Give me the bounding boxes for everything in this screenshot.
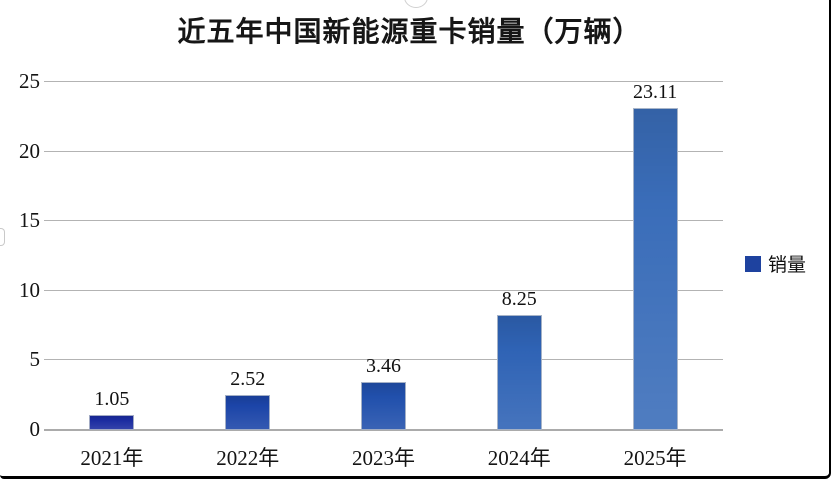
y-tick-label: 10 — [19, 277, 40, 302]
legend-swatch — [745, 255, 761, 272]
value-label-2023年: 3.46 — [366, 354, 401, 377]
bar-2025年 — [632, 108, 678, 430]
y-tick-label: 20 — [19, 138, 40, 163]
x-tick-label-2023年: 2023年 — [352, 446, 415, 470]
gridline-y-15 — [44, 220, 723, 222]
gridline-y-10 — [44, 289, 723, 291]
gridline-y-25 — [44, 81, 723, 82]
x-tick-label-2025年: 2025年 — [623, 446, 687, 470]
bar-2021年 — [89, 415, 135, 430]
y-tick-label: 15 — [19, 208, 40, 233]
gridline-y-0 — [44, 429, 723, 431]
cropped-circle-artifact — [404, 0, 428, 8]
value-label-2022年: 2.52 — [230, 367, 266, 390]
cropped-left-edge-artifact — [0, 228, 5, 246]
x-tick-label-2022年: 2022年 — [216, 446, 280, 470]
bar-2022年 — [225, 394, 271, 430]
value-label-2024年: 8.25 — [501, 288, 537, 311]
x-tick-label-2021年: 2021年 — [80, 446, 144, 470]
gridline-y-20 — [44, 150, 723, 152]
bar-2023年 — [361, 381, 406, 430]
gridline-y-5 — [44, 359, 723, 361]
legend-label: 销量 — [768, 255, 807, 276]
y-tick-label: 0 — [29, 417, 41, 441]
legend: 销量 — [745, 250, 806, 277]
bar-2024年 — [496, 315, 542, 430]
x-tick-label-2024年: 2024年 — [487, 446, 551, 470]
value-label-2025年: 23.11 — [632, 81, 678, 104]
chart-title: 近五年中国新能源重卡销量（万辆） — [177, 16, 642, 47]
y-tick-label: 5 — [29, 347, 41, 372]
y-tick-label: 25 — [19, 69, 40, 93]
value-label-2021年: 1.05 — [94, 388, 130, 411]
